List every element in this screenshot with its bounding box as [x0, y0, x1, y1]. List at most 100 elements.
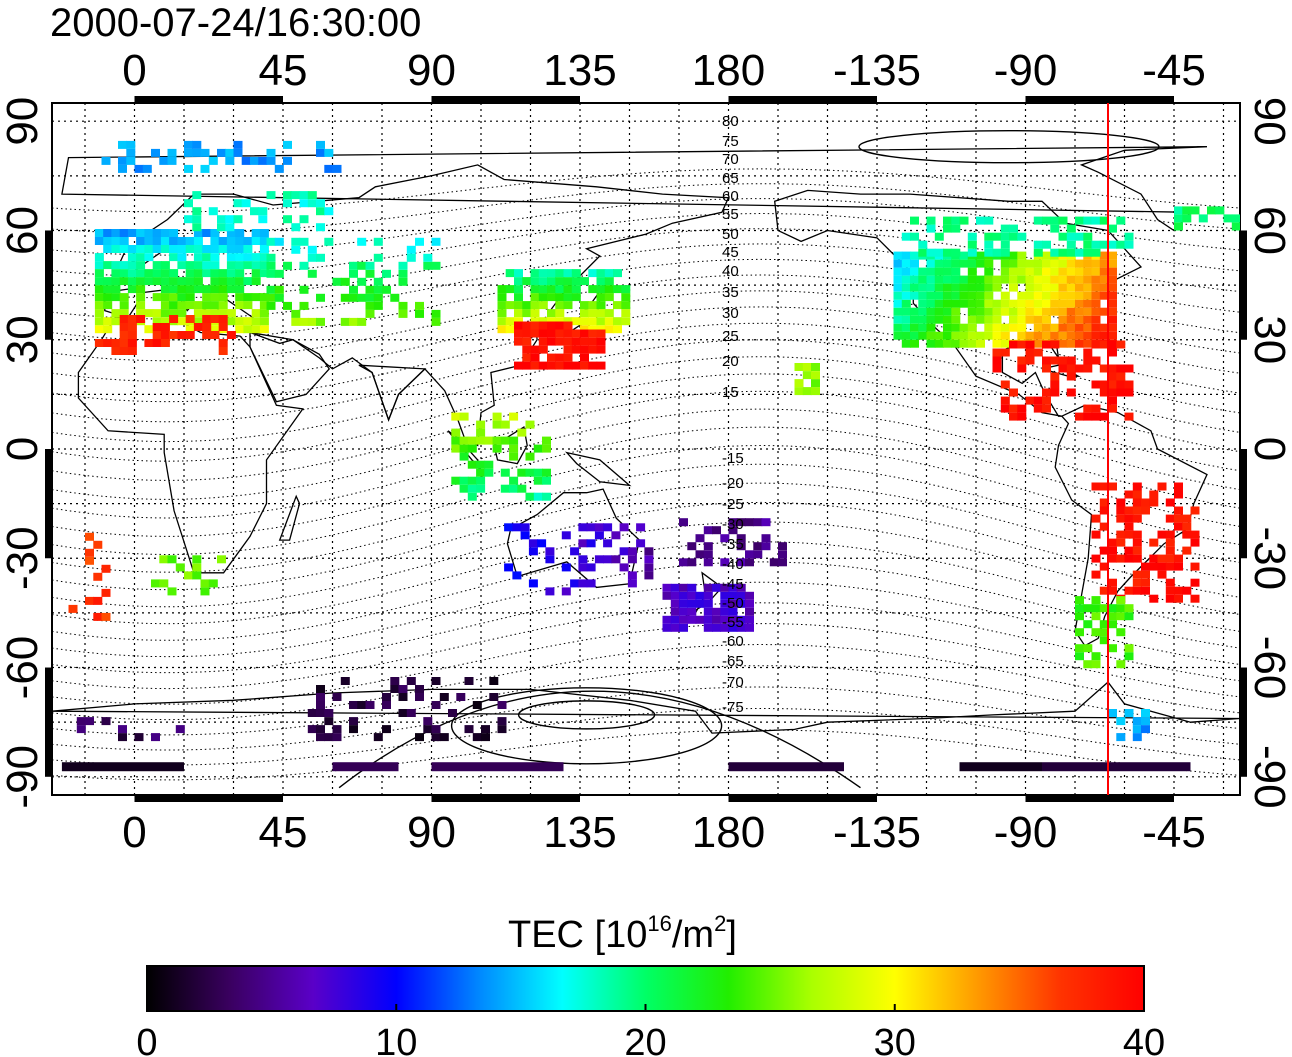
tec-cell	[243, 317, 253, 326]
tec-cell	[467, 436, 477, 445]
tec-cell	[538, 293, 548, 302]
tec-cell	[406, 709, 416, 717]
tec-cell	[459, 412, 469, 421]
tec-cell	[1132, 490, 1142, 499]
tec-cell	[208, 207, 218, 216]
tec-cell	[1099, 275, 1109, 284]
tec-cell	[1091, 275, 1101, 284]
tec-cell	[241, 156, 251, 165]
tec-cell	[467, 476, 477, 485]
tec-cell	[1033, 275, 1043, 284]
tec-cell	[901, 291, 911, 300]
tec-cell	[910, 267, 919, 276]
tec-cell	[1075, 628, 1084, 637]
tec-cell	[299, 301, 309, 310]
tec-cell	[266, 293, 276, 302]
tec-cell	[893, 251, 903, 260]
tec-cell	[1083, 660, 1093, 669]
tec-cell	[1132, 538, 1142, 547]
tec-cell	[1050, 267, 1060, 276]
tec-cell	[571, 329, 581, 338]
tec-cell	[1033, 216, 1043, 225]
colorbar-tick-label: 0	[136, 1022, 157, 1057]
tec-cell	[514, 337, 523, 346]
tec-cell	[283, 140, 292, 149]
tec-cell	[1042, 404, 1051, 413]
tec-cell	[1116, 506, 1126, 515]
tec-cell	[604, 285, 614, 294]
tec-cell	[160, 285, 170, 294]
tec-cell	[596, 293, 606, 302]
tec-cell	[580, 329, 589, 338]
tec-cell	[910, 283, 919, 292]
tec-cell	[736, 542, 746, 551]
tec-cell	[1223, 214, 1233, 223]
tec-cell	[467, 492, 477, 501]
tec-cell	[324, 237, 334, 246]
tec-cell	[243, 261, 253, 270]
tec-cell	[1091, 514, 1101, 523]
tec-cell	[1066, 240, 1076, 249]
tec-cell	[728, 591, 738, 600]
tec-cell	[340, 677, 350, 685]
tec-cell	[703, 607, 713, 616]
tec-cell	[1025, 267, 1035, 276]
tec-cell	[103, 229, 113, 237]
tec-cell	[210, 253, 220, 262]
tec-cell	[1190, 578, 1200, 587]
tec-cell	[1017, 267, 1027, 276]
tec-cell	[811, 387, 820, 396]
tec-cell	[901, 259, 911, 268]
tec-cell	[1108, 538, 1117, 547]
tec-cell	[76, 725, 86, 734]
tec-cell	[1058, 275, 1068, 284]
tec-cell	[976, 307, 985, 316]
tec-cell	[934, 248, 944, 257]
tec-cell	[555, 337, 565, 346]
tec-cell	[703, 599, 713, 608]
tec-cell	[976, 299, 985, 308]
tec-cell	[340, 277, 350, 286]
tec-cell	[1083, 267, 1093, 276]
tec-cell	[1099, 562, 1109, 571]
tec-cell	[951, 291, 961, 300]
tec-cell	[1132, 733, 1142, 742]
tec-cell	[177, 237, 187, 245]
contour-line	[52, 602, 1240, 690]
tec-cell	[636, 523, 646, 532]
tec-cell	[118, 725, 127, 734]
tec-cell	[152, 245, 162, 253]
tec-cell	[695, 591, 705, 600]
tec-cell	[226, 269, 236, 278]
tec-cell	[1165, 554, 1175, 563]
tec-cell	[644, 563, 654, 572]
tec-cell	[1058, 259, 1068, 268]
tec-cell	[1124, 586, 1134, 595]
tec-cell	[283, 156, 292, 165]
tec-cell	[951, 307, 961, 316]
contour-label: -70	[722, 674, 744, 691]
tec-cell	[373, 253, 383, 262]
tec-cell	[712, 623, 721, 632]
tec-cell	[571, 285, 581, 294]
tec-cell	[134, 733, 144, 742]
tec-cell	[934, 307, 944, 316]
tec-cell	[563, 277, 573, 286]
tec-cell	[1091, 259, 1101, 268]
tec-cell	[802, 371, 812, 380]
tec-cell	[1009, 340, 1018, 349]
tec-cell	[210, 269, 220, 278]
tec-cell	[1025, 396, 1035, 405]
tec-cell	[644, 547, 654, 556]
tec-cell	[274, 237, 284, 246]
tec-cell	[926, 323, 936, 332]
tec-cell	[926, 331, 936, 340]
tec-cell	[959, 323, 969, 332]
tec-cell	[1000, 291, 1010, 300]
tec-cell	[794, 387, 804, 396]
tec-cell	[1033, 323, 1043, 332]
tec-cell	[976, 283, 985, 292]
tec-cell	[533, 444, 543, 453]
tec-cell	[555, 329, 565, 338]
tec-cell	[208, 579, 218, 588]
